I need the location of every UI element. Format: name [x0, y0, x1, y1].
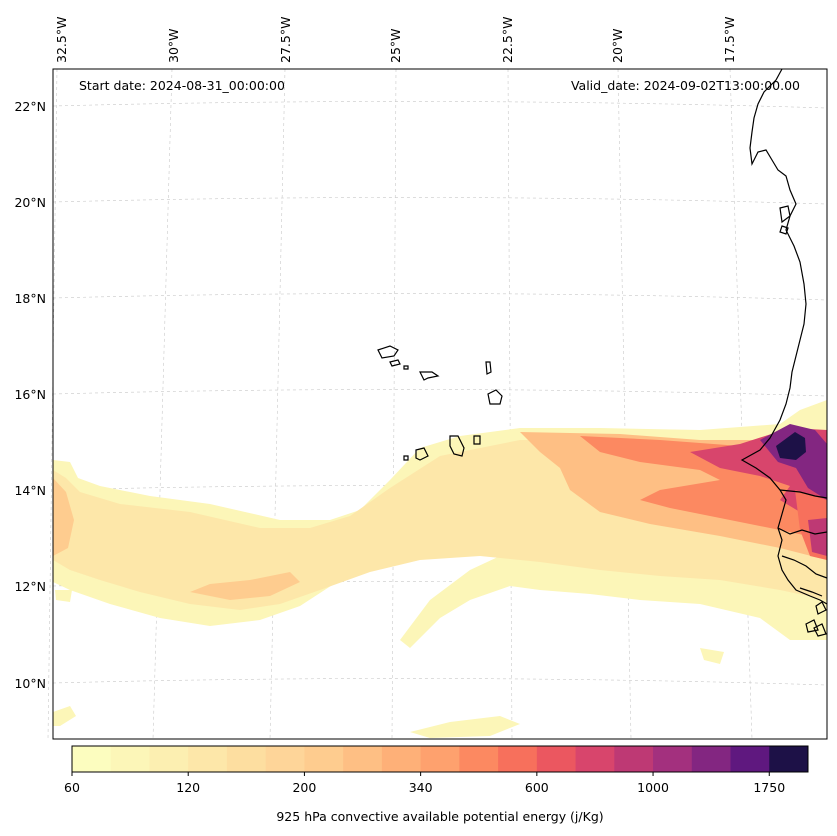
guinea-bissau-coast: [777, 527, 828, 535]
lon-label-30w: 30°W: [166, 28, 181, 63]
cape-band-max: [776, 432, 806, 460]
lat-label-12n: 12°N: [14, 579, 46, 594]
parallel-20n: [52, 197, 828, 205]
maio-island: [473, 435, 481, 445]
parallel-18n: [52, 293, 828, 301]
lat-label-20n: 20°N: [14, 195, 46, 210]
lat-label-14n: 14°N: [14, 483, 46, 498]
colorbar-frame: [71, 745, 809, 773]
santa-luzia: [403, 365, 409, 370]
meridian-20w: [617, 68, 632, 740]
bijagos-coast: [781, 555, 828, 579]
parallel-22n: [52, 101, 828, 109]
cape-band-60-islet: [700, 648, 724, 664]
start-date-label: Start date: 2024-08-31_00:00:00: [79, 78, 285, 93]
colorbar-segment: [769, 746, 809, 772]
colorbar-segment: [691, 746, 732, 772]
colorbar-tick-label: 60: [64, 780, 80, 795]
cape-band-60-islet-b: [55, 590, 72, 602]
colorbar-segment: [304, 746, 344, 772]
parallel-14n: [52, 485, 828, 493]
banc-arguin-island: [779, 205, 791, 224]
colorbar-tick-label: 120: [176, 780, 200, 795]
meridian-27-5w: [269, 68, 286, 740]
fogo-island: [415, 447, 429, 461]
bissagos-island-2: [805, 619, 819, 633]
colorbar-segment: [110, 746, 150, 772]
map-frame: [52, 68, 828, 740]
colorbar-ticks: 60 120 200 340 600 1000 1750: [64, 772, 785, 795]
colorbar-segment: [72, 746, 112, 772]
cape-field: [53, 400, 827, 738]
cape-band-200-b: [190, 572, 300, 600]
lon-label-17-5w: 17.5°W: [722, 17, 737, 63]
coastlines: [377, 68, 828, 637]
longitude-labels: 32.5°W 30°W 27.5°W 25°W 22.5°W 20°W 17.5…: [54, 17, 737, 63]
meridian-17-5w: [729, 68, 753, 740]
colorbar-segments: [72, 746, 809, 772]
lon-label-27-5w: 27.5°W: [278, 17, 293, 63]
sao-vicente: [389, 359, 401, 367]
lat-label-10n: 10°N: [14, 676, 46, 691]
valid-date-label: Valid_date: 2024-09-02T13:00:00.00: [571, 78, 800, 93]
banc-arguin-island-2: [779, 225, 789, 235]
african-coastline: [740, 68, 828, 605]
bissagos-island-1: [815, 601, 827, 615]
colorbar-segment: [188, 746, 228, 772]
cape-band-1000-east: [808, 518, 827, 556]
colorbar-segment: [149, 746, 189, 772]
bissagos-island-3: [813, 623, 827, 637]
meridian-25w: [391, 68, 397, 740]
lat-label-22n: 22°N: [14, 99, 46, 114]
lon-label-20w: 20°W: [610, 28, 625, 63]
colorbar-segment: [265, 746, 305, 772]
meridian-30w: [152, 68, 173, 740]
cape-band-60-south: [53, 706, 76, 726]
colorbar-segment: [730, 746, 770, 772]
lon-label-25w: 25°W: [388, 28, 403, 63]
brava-island: [403, 455, 409, 461]
cape-band-1750: [760, 424, 827, 500]
parallel-10n: [52, 678, 828, 686]
parallel-16n: [52, 389, 828, 397]
sierra-coast: [799, 587, 823, 597]
colorbar-segment: [381, 746, 422, 772]
map-background: [53, 69, 827, 739]
cape-band-200: [53, 478, 74, 556]
sao-nicolau: [419, 371, 440, 381]
colorbar-segment: [614, 746, 654, 772]
colorbar-tick-label: 600: [525, 780, 549, 795]
colorbar-tick-label: 340: [409, 780, 433, 795]
sal-island: [485, 361, 492, 375]
colorbar-segment: [459, 746, 499, 772]
colorbar-tick-label: 1000: [637, 780, 669, 795]
colorbar-tick-label: 200: [292, 780, 316, 795]
boa-vista: [487, 389, 503, 405]
colorbar-tick-label: 1750: [753, 780, 785, 795]
santo-antao: [377, 345, 399, 359]
colorbar-segment: [653, 746, 693, 772]
lat-label-16n: 16°N: [14, 387, 46, 402]
latitude-labels: 22°N 20°N 18°N 16°N 14°N 12°N 10°N: [14, 99, 46, 691]
colorbar-segment: [575, 746, 615, 772]
colorbar: 60 120 200 340 600 1000 1750 925 hPa convectiv…: [64, 745, 809, 824]
colorbar-segment: [226, 746, 267, 772]
meridian-22-5w: [507, 68, 513, 740]
cape-band-60-south-b: [410, 716, 520, 738]
colorbar-segment: [536, 746, 577, 772]
lon-label-22-5w: 22.5°W: [500, 17, 515, 63]
map-panel: Start date: 2024-08-31_00:00:00 Valid_da…: [47, 68, 828, 740]
colorbar-segment: [498, 746, 538, 772]
colorbar-segment: [343, 746, 383, 772]
colorbar-title: 925 hPa convective available potential e…: [276, 809, 603, 824]
meridian-32-5w: [47, 68, 58, 740]
colorbar-segment: [420, 746, 460, 772]
gambia-estuary: [779, 489, 828, 499]
lat-label-18n: 18°N: [14, 291, 46, 306]
santiago-island: [449, 435, 465, 457]
lon-label-32-5w: 32.5°W: [54, 17, 69, 63]
